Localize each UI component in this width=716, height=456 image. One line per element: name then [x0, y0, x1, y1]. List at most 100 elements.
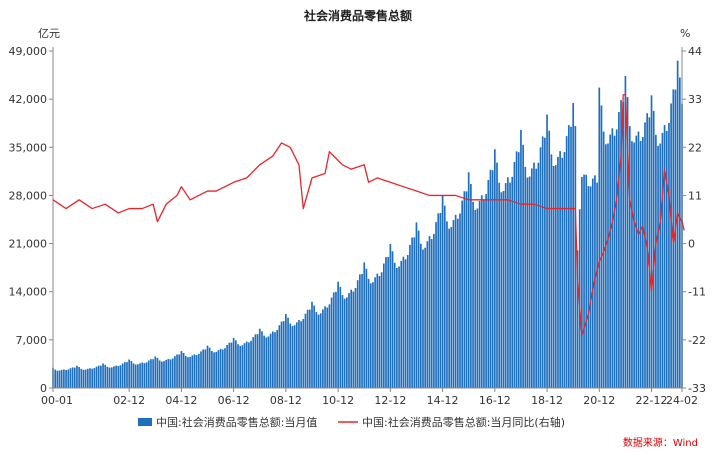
bar — [548, 130, 551, 389]
data-source: 数据来源：Wind — [623, 436, 698, 449]
bar — [187, 357, 189, 388]
bar — [415, 222, 418, 388]
x-tick-label: 06-12 — [218, 394, 250, 407]
bar — [618, 112, 620, 388]
bar — [254, 334, 257, 388]
bar-series — [52, 60, 683, 389]
bar — [137, 364, 139, 388]
bar — [491, 170, 494, 388]
bar — [319, 313, 322, 388]
bar — [391, 251, 394, 388]
bar — [487, 179, 490, 388]
bar — [324, 306, 326, 388]
bar — [546, 114, 548, 389]
x-tick-label: 14-12 — [427, 394, 459, 407]
left-tick-label: 49,000 — [9, 45, 48, 58]
bar — [221, 349, 224, 388]
bar — [89, 368, 91, 388]
bar — [267, 336, 270, 388]
bar — [197, 353, 200, 388]
bar — [217, 350, 220, 388]
bar — [308, 309, 311, 388]
bar — [328, 304, 331, 388]
bar — [211, 350, 213, 388]
bar — [215, 351, 218, 388]
bar — [426, 241, 429, 388]
bar — [256, 334, 259, 388]
bar — [470, 183, 472, 388]
bar — [559, 151, 561, 388]
x-tick-label: 24-02 — [666, 394, 698, 407]
bar — [439, 212, 442, 388]
bar — [230, 342, 233, 388]
bar — [591, 178, 594, 388]
bar — [374, 277, 376, 388]
bar — [443, 205, 446, 388]
bar — [396, 267, 398, 388]
bar — [459, 213, 461, 388]
bar — [404, 259, 407, 388]
bar — [544, 137, 546, 388]
bar — [250, 340, 252, 388]
right-axis-ticks: -33 -22 -11 0 11 22 33 44 — [682, 45, 706, 395]
bar — [437, 213, 440, 388]
bar — [596, 182, 598, 388]
bar — [110, 367, 113, 388]
bar — [474, 210, 477, 388]
legend-bar-label: 中国:社会消费品零售总额:当月值 — [156, 415, 317, 429]
bar — [252, 337, 255, 388]
bar — [626, 97, 629, 388]
bar — [502, 190, 505, 388]
bar — [322, 309, 324, 388]
bar — [359, 274, 361, 388]
right-tick-label: -33 — [688, 382, 706, 395]
bar — [335, 291, 337, 388]
bar — [60, 369, 63, 388]
bar — [178, 354, 181, 388]
left-tick-label: 35,000 — [9, 141, 48, 154]
x-tick-label: 18-12 — [531, 394, 563, 407]
bar — [570, 126, 572, 388]
bar — [465, 191, 468, 388]
bar — [132, 363, 135, 388]
bar — [659, 143, 662, 388]
bar — [668, 122, 670, 388]
right-tick-label: 11 — [688, 189, 702, 202]
bar — [343, 298, 346, 388]
bar — [352, 291, 355, 388]
bar — [639, 140, 642, 388]
x-tick-label: 20-12 — [583, 394, 615, 407]
bar — [258, 328, 261, 388]
bar — [526, 177, 529, 388]
bar — [280, 321, 283, 388]
bar — [130, 361, 133, 388]
line-series — [52, 94, 685, 337]
bar — [73, 367, 76, 388]
bar — [563, 152, 566, 388]
bar — [126, 362, 128, 388]
bar — [411, 237, 413, 388]
bar — [550, 154, 553, 388]
right-tick-label: -11 — [688, 286, 706, 299]
bar — [663, 125, 666, 389]
right-tick-label: -22 — [688, 334, 706, 347]
bar — [84, 369, 87, 388]
bar — [156, 357, 159, 388]
bar — [496, 162, 498, 388]
bar — [289, 323, 292, 388]
bar — [119, 365, 122, 388]
bar — [372, 282, 374, 388]
bar — [332, 292, 335, 388]
bar — [306, 309, 309, 388]
bar — [271, 331, 274, 388]
bar — [86, 368, 89, 388]
bar — [554, 165, 557, 388]
bar — [145, 362, 148, 388]
bar — [389, 243, 392, 388]
bar — [147, 360, 150, 388]
x-tick-label: 08-12 — [270, 394, 302, 407]
bar — [169, 359, 172, 388]
bar — [141, 362, 144, 388]
bar — [604, 144, 607, 388]
